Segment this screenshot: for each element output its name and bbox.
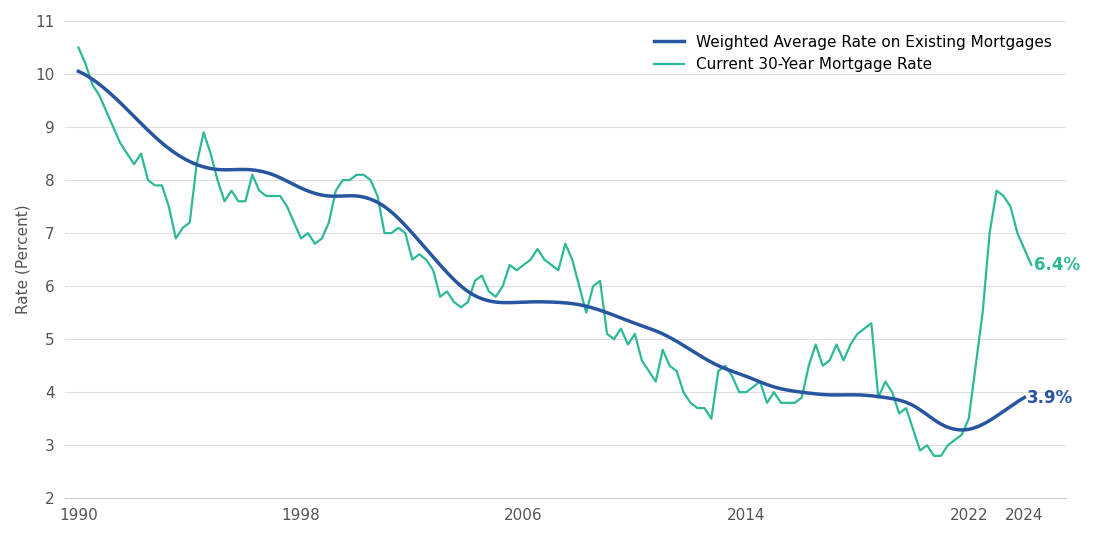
Y-axis label: Rate (Percent): Rate (Percent) xyxy=(15,205,30,314)
Legend: Weighted Average Rate on Existing Mortgages, Current 30-Year Mortgage Rate: Weighted Average Rate on Existing Mortga… xyxy=(648,29,1058,79)
Text: 3.9%: 3.9% xyxy=(1027,388,1074,407)
Text: 6.4%: 6.4% xyxy=(1034,256,1080,274)
